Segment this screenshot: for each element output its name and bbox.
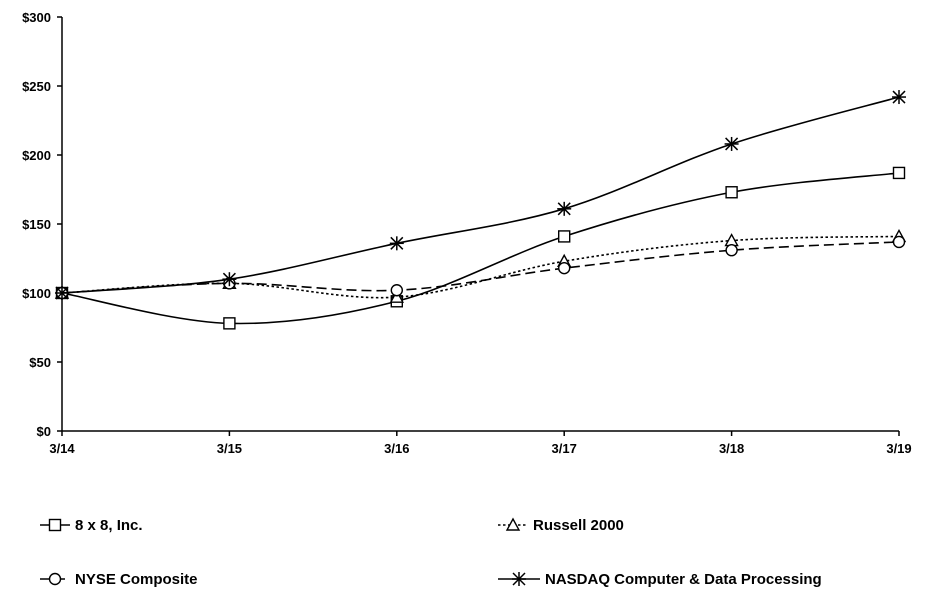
y-tick-label: $100 [22,286,51,301]
data-point-asterisk [892,90,906,105]
data-point-circle [892,235,906,249]
x-axis-ticks: 3/14 3/15 3/16 3/17 3/18 3/19 [49,431,912,456]
x-tick-label: 3/14 [49,441,75,456]
series-8-x-8-inc [55,166,906,330]
y-axis-ticks: $0 $50 $100 $150 $200 $250 $300 [22,10,62,439]
data-point-square [223,317,236,330]
legend-marker-triangle [505,517,521,531]
y-tick-label: $300 [22,10,51,25]
legend-item-8-x-8-inc: 8 x 8, Inc. [40,517,143,534]
legend-label: NASDAQ Computer & Data Processing [545,571,822,588]
legend-item-nasdaq-computer-and-data-processing: NASDAQ Computer & Data Processing [498,571,822,588]
y-tick-label: $150 [22,217,51,232]
legend-item-nyse-composite: NYSE Composite [40,571,198,588]
y-tick-label: $0 [37,424,51,439]
data-point-asterisk [222,272,237,287]
data-point-asterisk [557,201,572,216]
data-point-circle [725,244,738,257]
y-tick-label: $200 [22,148,51,163]
data-point-square [725,186,738,199]
data-point-circle [390,284,403,297]
data-point-square [892,166,906,180]
series-nyse-composite [55,235,906,300]
series-nasdaq-computer-and-data-processing [55,90,906,300]
legend-marker-square [48,518,62,532]
series-line [61,96,900,294]
legend-label: Russell 2000 [533,517,624,534]
legend-label: 8 x 8, Inc. [75,517,143,534]
data-point-triangle [389,289,404,303]
x-tick-label: 3/17 [552,441,577,456]
data-point-asterisk [55,286,69,300]
data-point-asterisk [389,236,404,251]
y-tick-label: $250 [22,79,51,94]
series-line [61,241,900,294]
axes [61,17,899,432]
x-tick-label: 3/16 [384,441,409,456]
series-layer [54,90,907,330]
series-line [61,172,900,325]
x-tick-label: 3/19 [886,441,911,456]
y-tick-label: $50 [29,355,51,370]
data-point-square [558,230,571,243]
legend-item-russell-2000: Russell 2000 [498,517,624,534]
data-point-asterisk [724,136,739,151]
x-tick-label: 3/15 [217,441,242,456]
data-point-circle [558,261,571,275]
series-russell-2000 [54,228,907,303]
x-tick-label: 3/18 [719,441,744,456]
legend-label: NYSE Composite [75,571,198,588]
legend-marker-asterisk [512,572,526,586]
legend-marker-circle [48,572,62,586]
legend: 8 x 8, Inc. Russell 2000 NYSE Composite NAS… [40,517,822,588]
series-line [61,235,900,299]
